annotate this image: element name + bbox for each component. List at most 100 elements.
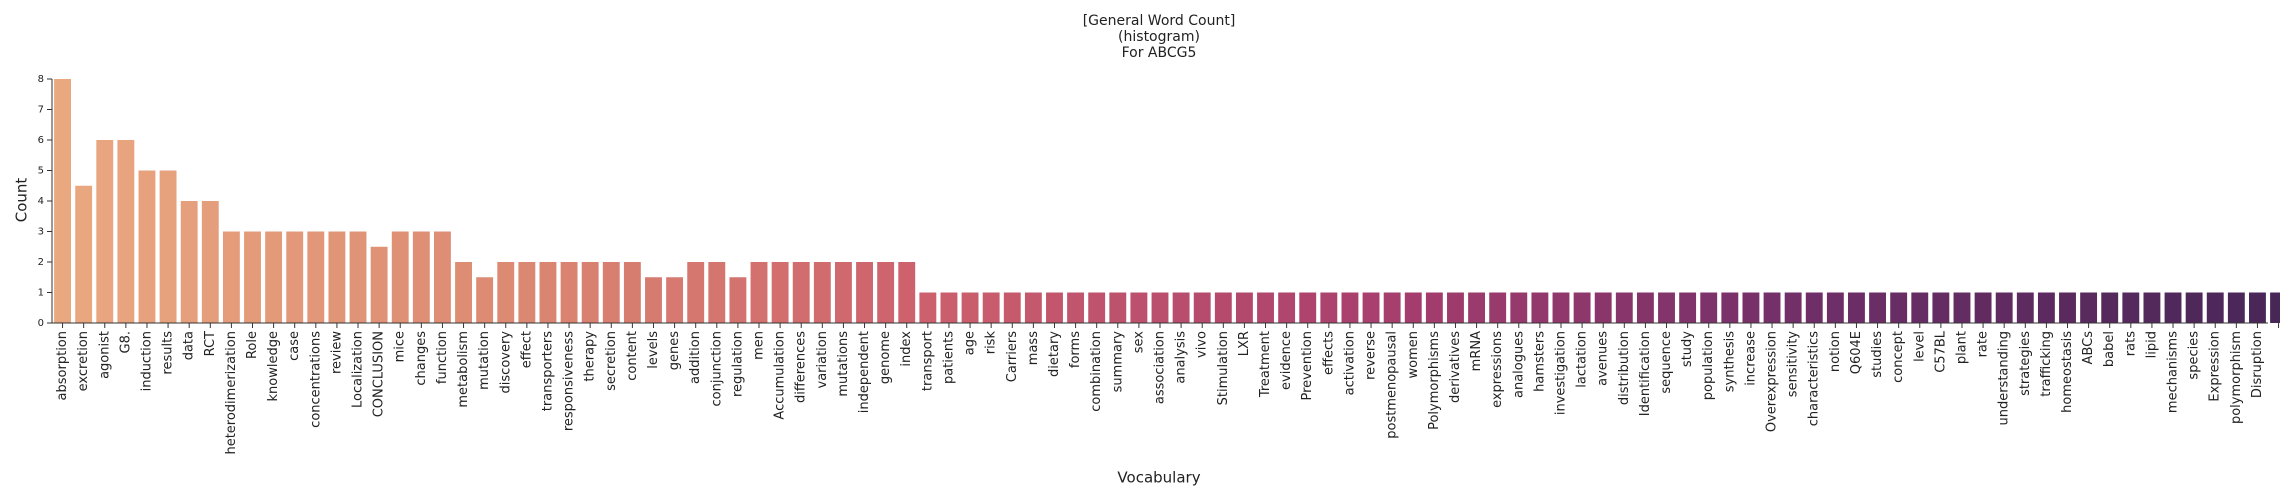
x-tick-label: metabolism: [456, 331, 471, 408]
bar: [1679, 292, 1697, 323]
bar: [2143, 292, 2161, 323]
bar: [1046, 292, 1063, 323]
x-tick-label: review: [329, 331, 344, 374]
x-tick-label: addition: [688, 331, 703, 384]
bar: [180, 201, 198, 323]
x-tick-label: function: [435, 331, 450, 384]
bar: [1341, 292, 1359, 323]
bar: [1447, 292, 1464, 323]
bar: [856, 262, 873, 323]
x-tick-label: hamsters: [1532, 331, 1547, 392]
x-tick-label: concentrations: [308, 331, 323, 428]
x-tick-label: levels: [646, 331, 661, 369]
x-tick-label: mice: [393, 331, 408, 362]
bar: [1468, 292, 1486, 323]
bar: [54, 79, 71, 323]
bar: [307, 231, 325, 323]
bar: [1573, 292, 1591, 323]
x-tick-label: sequence: [1659, 331, 1674, 394]
bar: [75, 185, 93, 323]
bar: [433, 231, 451, 323]
bar: [1974, 292, 1992, 323]
bar: [1805, 292, 1823, 323]
bar: [497, 262, 515, 323]
bar: [877, 262, 895, 323]
x-tick-label: Accumulation: [773, 331, 788, 420]
x-tick-label: men: [752, 331, 767, 360]
x-tick-label: investigation: [1553, 331, 1568, 415]
bar: [813, 262, 831, 323]
bar: [1636, 292, 1654, 323]
x-tick-label: sex: [1131, 331, 1146, 354]
chart-title: (histogram): [1118, 29, 1200, 45]
x-tick-label: rate: [1976, 331, 1991, 357]
y-tick-label: 8: [38, 74, 44, 85]
x-tick-label: species: [2187, 331, 2202, 380]
bar: [2101, 292, 2119, 323]
bar: [560, 262, 578, 323]
bar: [1362, 292, 1380, 323]
x-tick-label: rats: [2123, 331, 2138, 356]
bar: [1193, 292, 1211, 323]
x-tick-label: genome: [878, 331, 893, 384]
x-tick-label: Role: [245, 331, 260, 359]
bar: [1721, 292, 1739, 323]
x-tick-label: polymorphism: [2229, 331, 2244, 424]
x-tick-label: G8.: [118, 331, 133, 353]
bar: [1848, 292, 1865, 323]
bar: [2227, 292, 2245, 323]
bar: [1214, 292, 1232, 323]
x-tick-label: derivatives: [1448, 331, 1463, 403]
x-tick-label: babel: [2102, 331, 2117, 367]
x-tick-label: heterodimerization: [224, 331, 239, 455]
bar: [1742, 292, 1760, 323]
x-tick-label: agonist: [97, 331, 112, 379]
x-tick-label: lactation: [1575, 331, 1590, 388]
y-axis-label: Count: [13, 178, 31, 223]
x-tick-label: Localization: [351, 331, 366, 408]
x-tick-label: notion: [1828, 331, 1843, 372]
bar: [729, 277, 747, 323]
x-tick-label: Expression: [2208, 331, 2223, 402]
x-tick-label: distribution: [1617, 331, 1632, 405]
bar: [1510, 292, 1528, 323]
bar: [391, 231, 409, 323]
x-tick-label: RCT: [203, 331, 218, 356]
x-tick-label: C57BL: [1933, 330, 1948, 373]
y-tick-label: 1: [38, 288, 44, 299]
x-tick-label: trafficking: [2039, 331, 2054, 397]
x-tick-label: forms: [1068, 331, 1083, 368]
bar: [265, 231, 283, 323]
x-tick-label: regulation: [730, 331, 745, 397]
bar: [539, 262, 557, 323]
x-tick-label: Polymorphisms: [1427, 331, 1442, 430]
bar: [1003, 292, 1021, 323]
x-tick-label: strategies: [2018, 331, 2033, 396]
bar: [792, 262, 810, 323]
bar: [2249, 292, 2266, 323]
bar: [1257, 292, 1274, 323]
x-tick-label: Overexpression: [1765, 331, 1780, 432]
x-tick-label: avenues: [1596, 331, 1611, 386]
x-tick-label: excretion: [76, 331, 91, 391]
x-tick-label: genes: [667, 331, 682, 370]
x-tick-label: independent: [857, 331, 872, 413]
x-tick-label: concept: [1891, 331, 1906, 383]
bar: [1594, 292, 1612, 323]
bar: [1911, 292, 1929, 323]
bar: [898, 262, 916, 323]
x-tick-label: effects: [1321, 331, 1336, 375]
x-tick-label: study: [1680, 331, 1695, 367]
bar: [581, 262, 599, 323]
x-tick-label: mutations: [836, 331, 851, 397]
bar: [708, 262, 726, 323]
bar: [455, 262, 472, 323]
x-tick-label: reverse: [1364, 331, 1379, 380]
x-tick-label: analogues: [1511, 331, 1526, 398]
x-tick-label: Prevention: [1300, 331, 1315, 401]
y-tick-label: 5: [38, 166, 44, 177]
x-tick-label: summary: [1110, 331, 1125, 393]
x-tick-label: ABCs: [2081, 331, 2096, 365]
bar: [286, 231, 304, 323]
